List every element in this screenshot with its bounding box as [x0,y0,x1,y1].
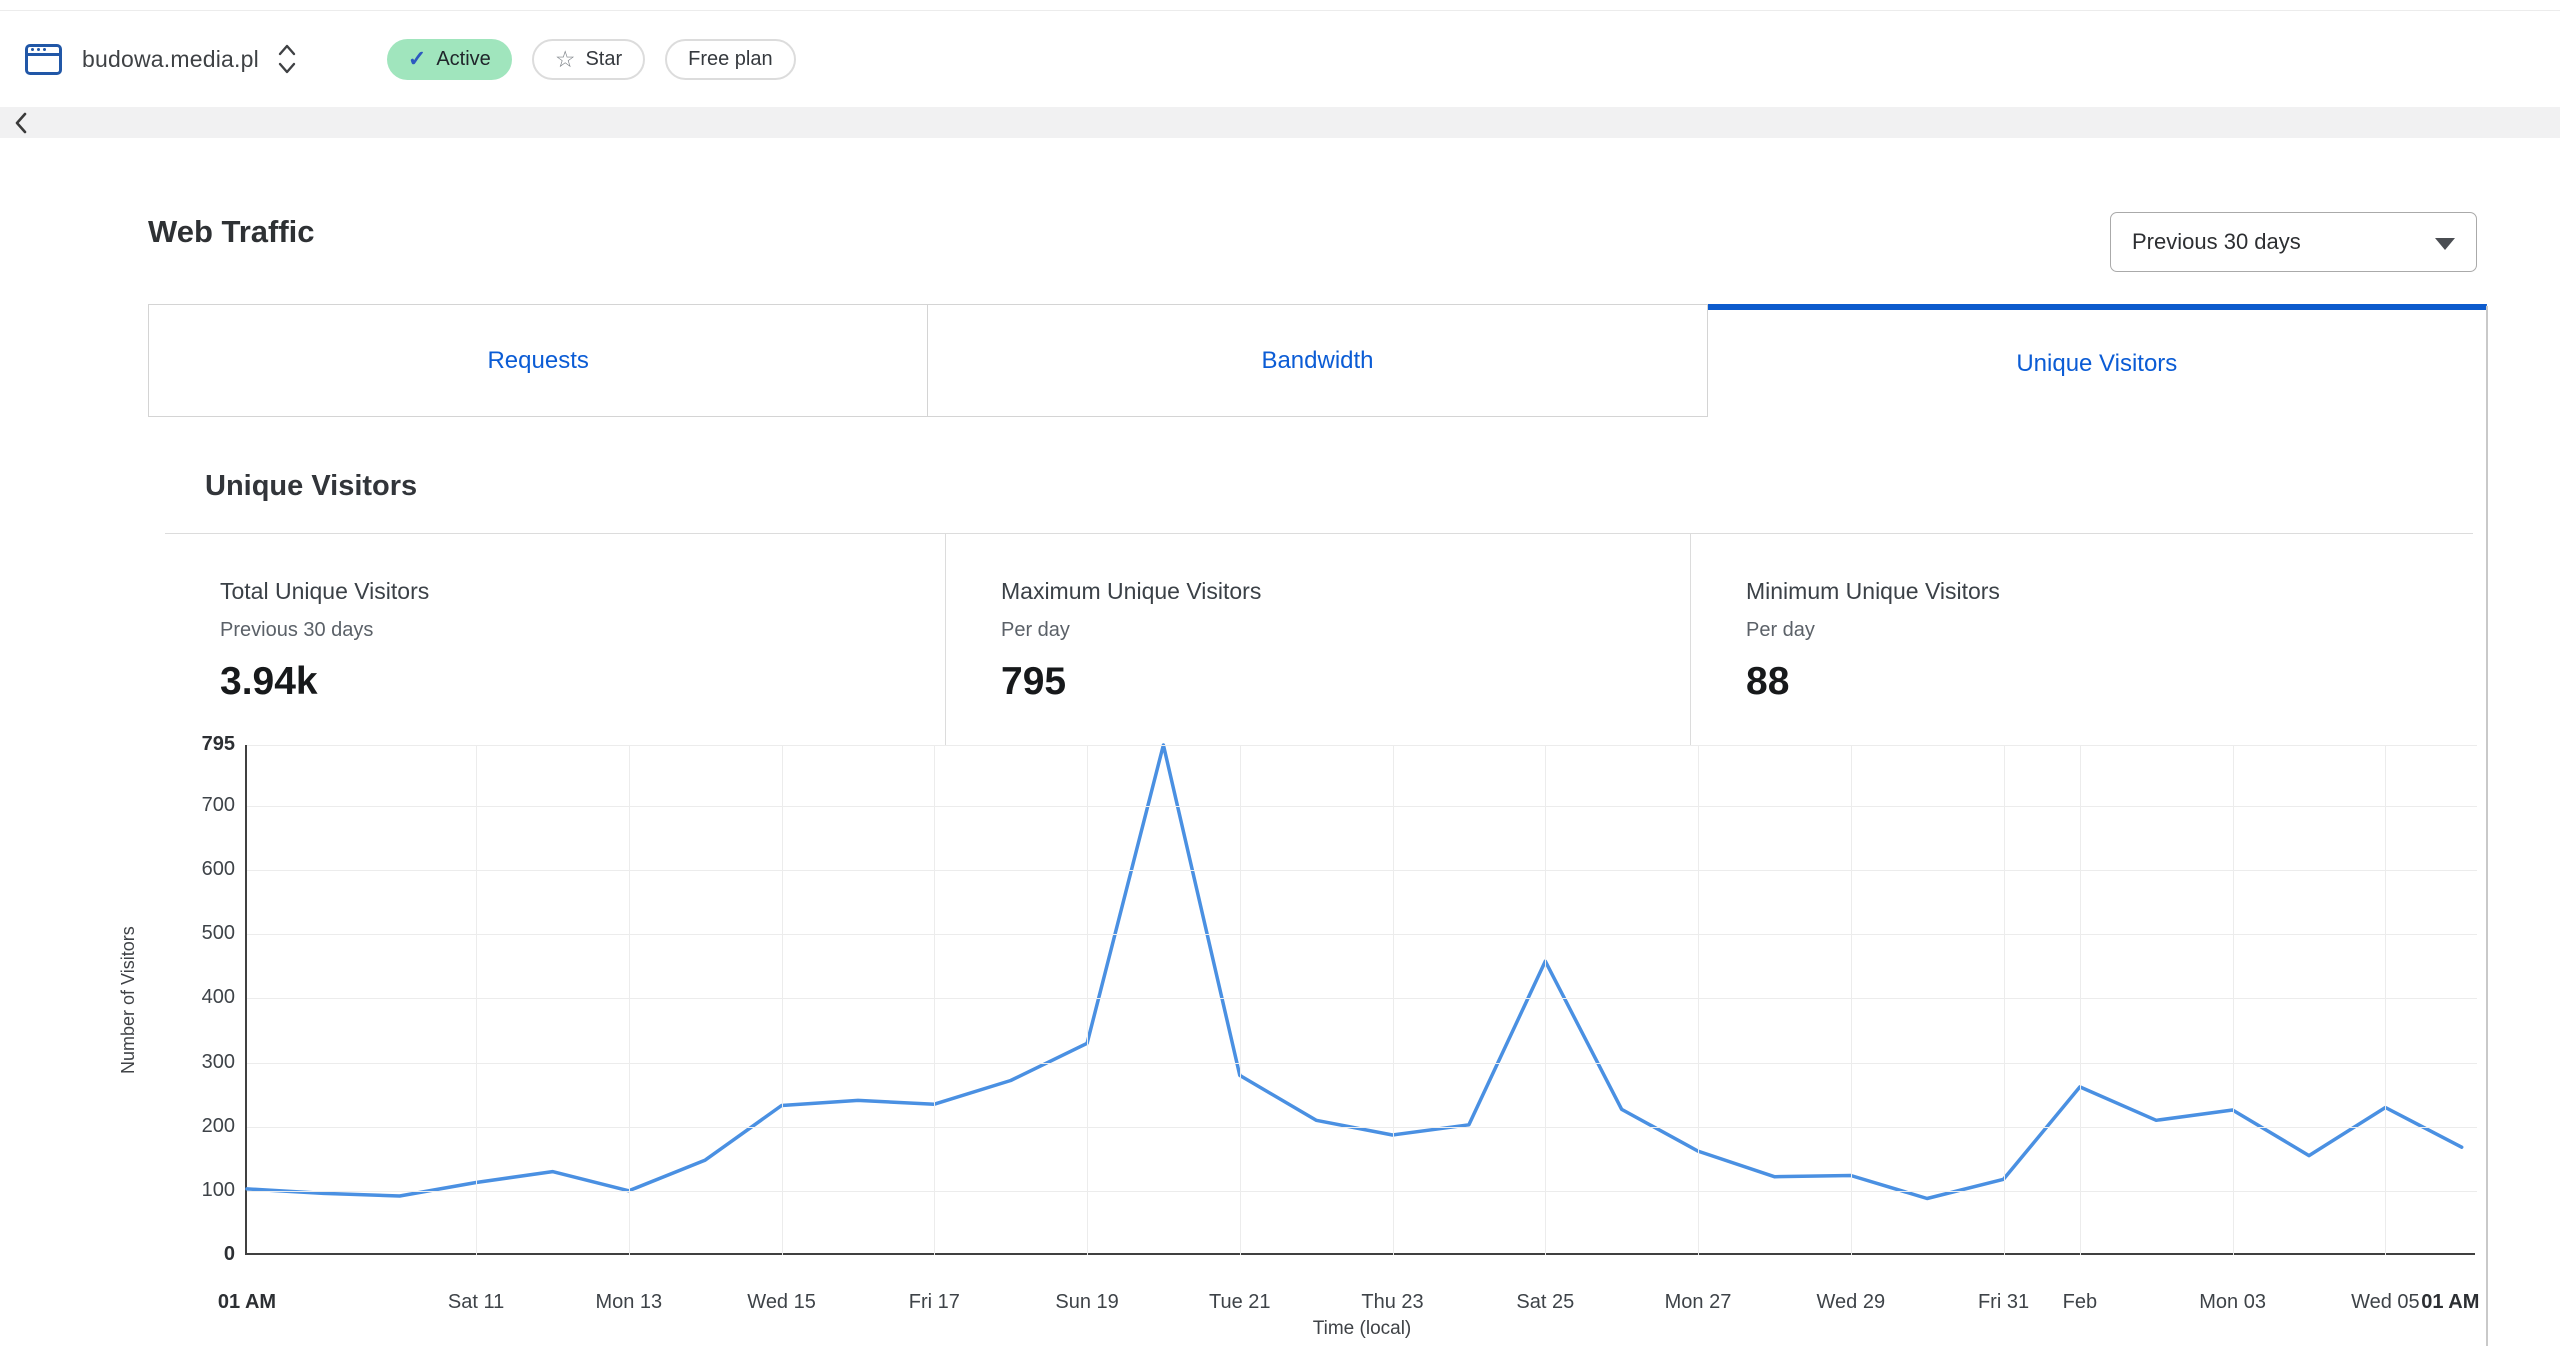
tab-bandwidth-label: Bandwidth [1261,346,1374,374]
stat-label: Maximum Unique Visitors [1001,578,1262,604]
h-gridline [247,1062,2477,1064]
tab-requests[interactable]: Requests [148,304,929,417]
back-bar [0,107,2560,138]
v-gridline [1087,745,1089,1255]
tab-unique-visitors-label: Unique Visitors [2016,349,2178,377]
stat-value: 3.94k [220,660,318,703]
y-tick-label: 300 [201,1050,235,1073]
y-tick-label: 795 [201,733,235,755]
stat-sublabel: Previous 30 days [220,619,374,641]
star-icon: ☆ [554,45,576,72]
check-icon: ✓ [407,46,427,71]
x-tick-label: Sat 25 [1516,1291,1575,1313]
top-divider [0,10,2560,11]
v-gridline [1239,745,1241,1255]
y-tick-label: 200 [201,1114,235,1137]
x-tick-label: Wed 29 [1816,1291,1886,1313]
v-gridline [2232,745,2234,1255]
x-tick-label: Sat 11 [447,1291,505,1313]
status-badge: ✓ Active [386,38,512,80]
x-tick-label: Mon 13 [595,1291,663,1313]
chevron-left-icon[interactable] [10,109,32,137]
stat-label: Minimum Unique Visitors [1746,578,2000,604]
v-gridline [476,745,478,1255]
line-chart: Number of Visitors Time (local) 795 700 60… [118,733,2479,1339]
section-heading: Unique Visitors [205,470,418,502]
stat-sublabel: Per day [1001,619,1070,641]
v-gridline [781,745,783,1255]
h-gridline [247,745,2477,746]
x-axis-title: Time (local) [1312,1318,1412,1339]
y-axis-title: Number of Visitors [118,926,138,1074]
stat-total-unique-visitors: Total Unique Visitors Previous 30 days 3… [165,534,945,745]
star-button[interactable]: ☆ Star [531,38,646,80]
stat-sublabel: Per day [1746,619,1815,641]
x-tick-label: Fri 31 [1977,1291,2030,1313]
plan-badge: Free plan [665,38,796,80]
domain-name: budowa.media.pl [82,45,259,72]
traffic-tabs: Requests Bandwidth Unique Visitors [148,304,2487,417]
x-tick-label: Sun 19 [1055,1291,1119,1313]
page-title: Web Traffic [148,214,315,249]
v-gridline [2385,745,2387,1255]
h-gridline [247,1126,2477,1128]
v-gridline [1545,745,1547,1255]
stat-minimum-unique-visitors: Minimum Unique Visitors Per day 88 [1690,534,2473,745]
x-tick-label: Wed 15 [747,1291,816,1313]
y-tick-label: 700 [201,793,235,816]
tab-bandwidth[interactable]: Bandwidth [928,304,1708,417]
x-tick-label: Feb [2062,1291,2098,1313]
x-tick-label: Wed 05 [2351,1291,2420,1313]
domain-switcher-icon[interactable] [275,39,299,79]
x-tick-label: Mon 03 [2199,1291,2266,1313]
y-tick-label: 600 [201,858,235,881]
stat-value: 795 [1001,660,1067,703]
x-tick-label: Tue 21 [1209,1291,1271,1313]
v-gridline [2079,745,2081,1255]
v-gridline [1392,745,1394,1255]
h-gridline [247,934,2477,936]
h-gridline [247,805,2477,807]
y-tick-label: 400 [201,986,235,1009]
tab-unique-visitors[interactable]: Unique Visitors [1707,304,2487,417]
plan-badge-label: Free plan [688,47,773,70]
topbar: budowa.media.pl ✓ Active ☆ Star Free pla… [0,11,2560,107]
section-divider [165,533,2473,534]
browser-window-icon [25,43,62,75]
chart-canvas [245,743,2464,1201]
v-gridline [1698,745,1699,1255]
panel-right-border [2486,306,2488,1346]
v-gridline [628,745,630,1255]
y-tick-label: 100 [201,1178,235,1201]
caret-down-icon [2435,238,2455,250]
date-range-value: Previous 30 days [2132,229,2301,254]
x-tick-label: 01 AM [217,1291,277,1313]
y-tick-label: 0 [223,1243,235,1265]
date-range-select[interactable]: Previous 30 days [2110,212,2477,272]
stat-value: 88 [1746,660,1790,703]
x-tick-label: Fri 17 [908,1291,960,1313]
status-badge-label: Active [436,47,491,70]
tab-requests-label: Requests [487,346,589,374]
h-gridline [247,870,2477,872]
stat-label: Total Unique Visitors [220,578,430,604]
stat-maximum-unique-visitors: Maximum Unique Visitors Per day 795 [945,534,1690,745]
v-gridline [2003,745,2005,1255]
star-button-label: Star [585,47,623,70]
v-gridline [1850,745,1852,1255]
stats-row: Total Unique Visitors Previous 30 days 3… [165,534,2473,745]
x-tick-label: 01 AM [2421,1291,2480,1313]
x-tick-label: Thu 23 [1361,1291,1424,1313]
h-gridline [247,998,2477,1000]
x-tick-label: Mon 27 [1664,1291,1732,1313]
y-tick-label: 500 [201,922,235,945]
h-gridline [247,1190,2477,1192]
v-gridline [934,745,936,1255]
visitors-line-series [245,743,2464,1201]
